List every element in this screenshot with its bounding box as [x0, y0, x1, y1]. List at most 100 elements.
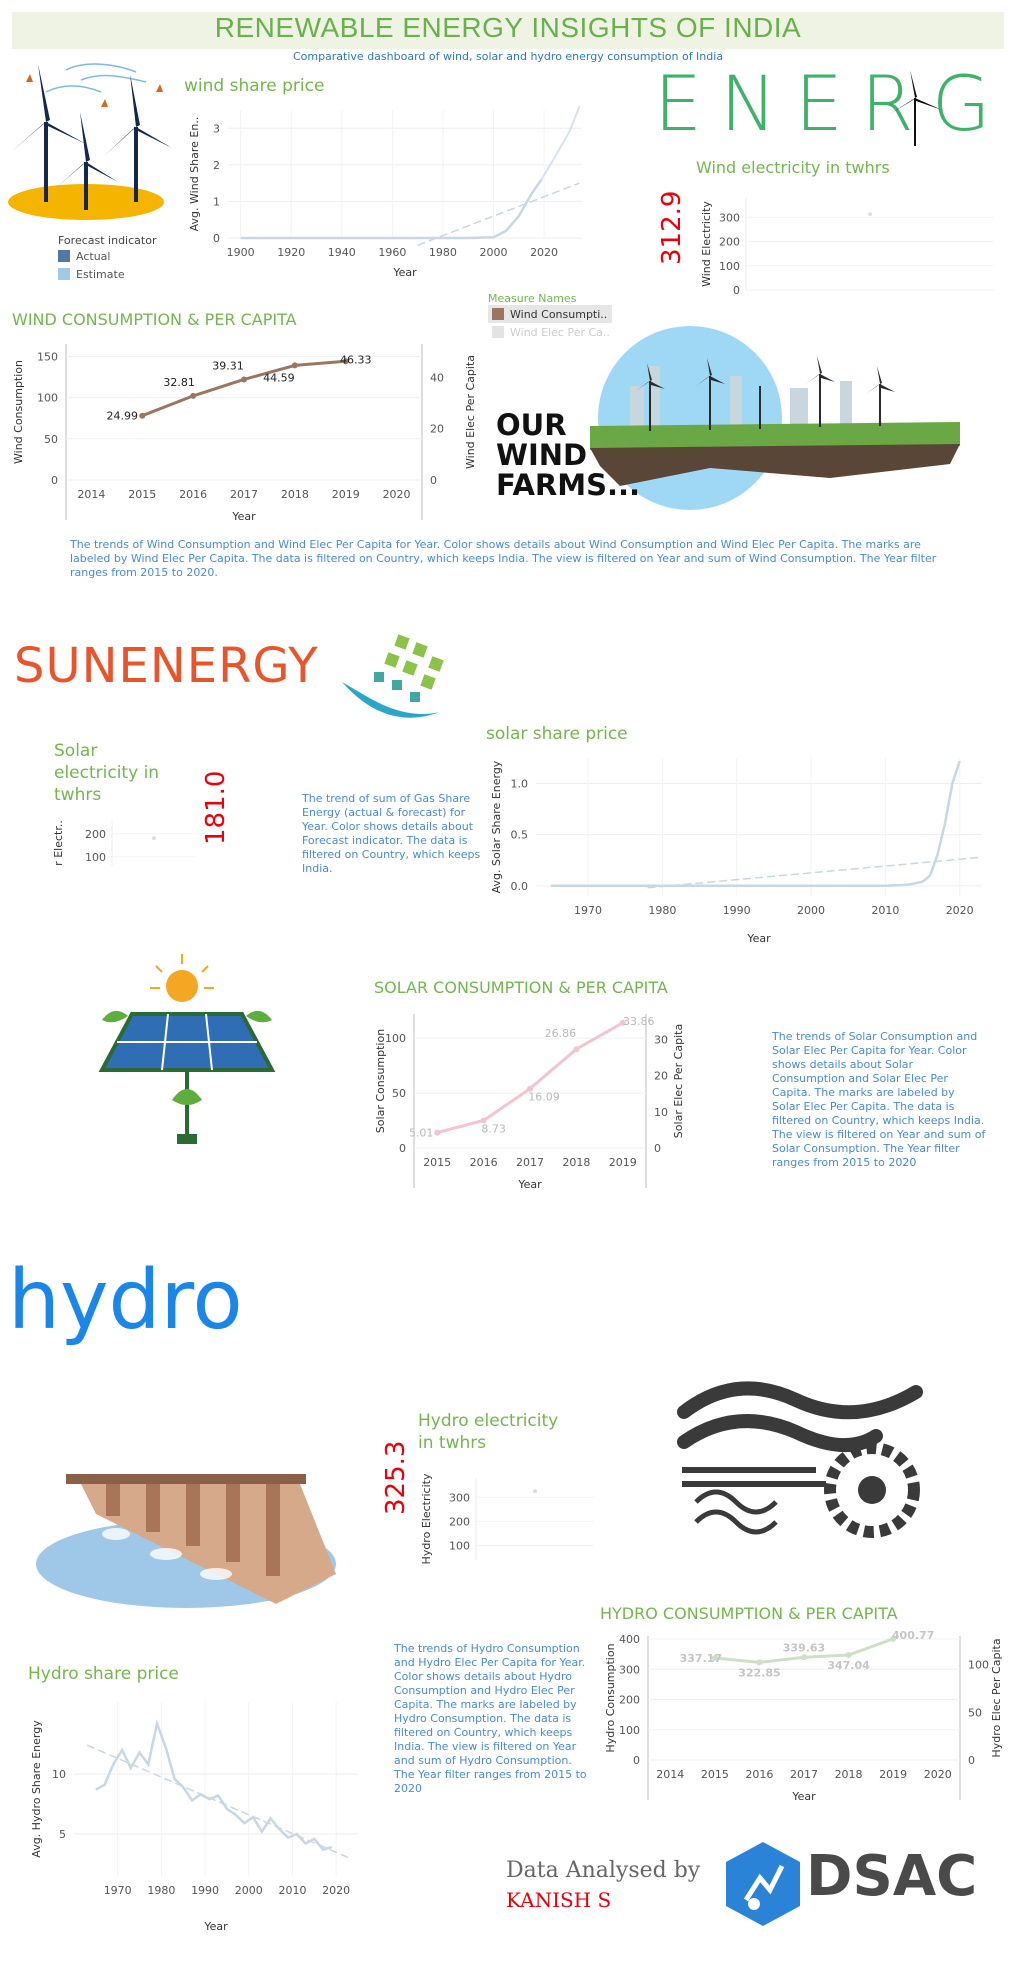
wind-per-capita-swatch: [492, 326, 504, 338]
y2-tick-label: 50: [968, 1706, 982, 1719]
dashboard-subtitle: Comparative dashboard of wind, solar and…: [292, 50, 724, 63]
x-tick-label: 1940: [328, 246, 356, 259]
x-tick-label: 2020: [946, 904, 974, 917]
x-tick-label: 1900: [227, 246, 255, 259]
consumption-point: [190, 392, 197, 399]
legend-item-actual[interactable]: Actual: [58, 247, 156, 265]
legend-item-estimate[interactable]: Estimate: [58, 265, 156, 283]
x-tick-label: 1970: [104, 1884, 132, 1897]
x-tick-label: 2016: [745, 1768, 773, 1781]
hydro-share-title: Hydro share price: [28, 1664, 179, 1684]
wind-description: The trends of Wind Consumption and Wind …: [70, 538, 937, 579]
x-tick-label: 1960: [378, 246, 406, 259]
hydro-share-chart: 5 10 1970 1980 1990 2000 2010 2020 Year Avg. Hydr…: [30, 1702, 358, 1933]
y-tick-label: 0: [213, 232, 220, 245]
hydro-elec-title: Hydro electricity in twhrs: [418, 1411, 559, 1453]
y-tick-label: 5: [59, 1828, 66, 1841]
x-tick-label: 2015: [128, 488, 156, 501]
author-name: KANISH S: [506, 1888, 612, 1912]
solar-panel-illustration: [98, 954, 276, 1144]
measure-legend: Measure Names Wind Consumpti.. Wind Elec…: [488, 292, 614, 341]
x-axis-title: Year: [203, 1920, 228, 1933]
hydro-elec-chart: 100 200 300 Hydro Electricity: [420, 1473, 594, 1564]
x-tick-label: 2018: [835, 1768, 863, 1781]
data-label: 339.63: [783, 1641, 825, 1654]
data-label: 400.77: [892, 1629, 934, 1642]
data-label: 33.86: [623, 1015, 655, 1028]
solar-elec-chart: 100 200 r Electr..: [52, 820, 196, 866]
actual-swatch: [58, 250, 70, 262]
value-point: [868, 212, 872, 217]
consumption-point: [139, 412, 146, 419]
dsac-logo-icon: [726, 1842, 800, 1926]
x-axis-title: Year: [231, 510, 256, 523]
energy-logo-text: ENERG: [654, 59, 1009, 148]
x-axis-title: Year: [746, 932, 771, 945]
x-tick-label: 2017: [790, 1768, 818, 1781]
solar-share-chart: 0.0 0.5 1.0 1970 1980 1990 2000 2010 2020 Year Avg…: [490, 758, 983, 945]
measure-legend-title: Measure Names: [488, 292, 577, 305]
x-tick-label: 1980: [648, 904, 676, 917]
wind-share-chart: 0 1 2 3 1900 1920 1940 1960 1980 2000 2020 Year Avg.…: [188, 105, 582, 279]
y-tick-label: 1.0: [511, 778, 529, 791]
y-tick-label: 100: [85, 851, 106, 864]
x-tick-label: 2019: [332, 488, 360, 501]
consumption-point: [342, 358, 349, 365]
solar-elec-value: 181.0: [201, 770, 231, 845]
solar-description: The trends of Solar Consumption and Sola…: [772, 1030, 986, 1169]
hydro-description: The trends of Hydro Consumption and Hydr…: [394, 1642, 587, 1795]
hydro-cons-chart: 0 100 200 300 400 0 50 100 2014 2015 2016 2017 2018 2…: [604, 1629, 1003, 1803]
consumption-point: [434, 1129, 441, 1136]
legend-item-wind-per-capita[interactable]: Wind Elec Per Ca..: [488, 323, 614, 341]
analysed-by-text: Data Analysed by: [506, 1858, 701, 1883]
y-tick-label: 200: [719, 236, 740, 249]
solar-share-description: The trend of sum of Gas Share Energy (ac…: [302, 792, 481, 875]
forecast-legend-title: Forecast indicator: [58, 234, 157, 247]
dashboard-title: RENEWABLE ENERGY INSIGHTS OF INDIA: [214, 12, 802, 43]
y-tick-label: 150: [37, 350, 58, 363]
y-tick-label: 50: [44, 433, 58, 446]
y-axis-title: Solar Consumption: [374, 1029, 387, 1133]
y2-tick-label: 20: [654, 1070, 668, 1083]
consumption-point: [756, 1659, 763, 1666]
y2-tick-label: 30: [654, 1033, 668, 1046]
data-label: 46.33: [340, 353, 372, 366]
hydro-cons-title: HYDRO CONSUMPTION & PER CAPITA: [600, 1604, 898, 1623]
x-tick-label: 1980: [429, 246, 457, 259]
y-axis-title: Hydro Consumption: [604, 1643, 617, 1752]
legend-item-wind-consumption[interactable]: Wind Consumpti..: [488, 305, 612, 323]
value-point: [152, 836, 156, 841]
y-tick-label: 100: [449, 1540, 470, 1553]
series-line-trend: [647, 856, 983, 889]
y2-tick-label: 20: [430, 423, 444, 436]
data-label: 39.31: [212, 359, 244, 372]
y2-tick-label: 10: [654, 1106, 668, 1119]
wind-elec-title: Wind electricity in twhrs: [696, 158, 890, 177]
series-line-actual: [550, 760, 961, 888]
y-axis-title: Wind Electricity: [700, 201, 713, 287]
consumption-point: [711, 1655, 718, 1662]
consumption-point: [573, 1046, 580, 1053]
y2-axis-title: Wind Elec Per Capita: [464, 355, 477, 469]
solar-share-title: solar share price: [486, 724, 628, 744]
y2-axis-title: Hydro Elec Per Capita: [990, 1638, 1003, 1757]
wind-cons-chart: 0 50 100 150 0 20 40 2014 2015 2016 2017 2018 2019 20…: [12, 344, 477, 523]
x-axis-title: Year: [392, 266, 417, 279]
sunenergy-logo-text: SUNENERGY: [14, 638, 319, 694]
y-tick-label: 0: [51, 474, 58, 487]
y-tick-label: 400: [619, 1633, 640, 1646]
y2-axis-title: Solar Elec Per Capita: [672, 1024, 685, 1138]
x-tick-label: 2018: [281, 488, 309, 501]
y-axis-title: Wind Consumption: [12, 360, 25, 464]
wind-farms-text: OUR WIND FARMS...: [496, 408, 641, 502]
solar-elec-title: Solar electricity in twhrs: [54, 741, 160, 805]
series-line-estimate: [540, 105, 581, 181]
y-tick-label: 0: [733, 284, 740, 297]
y-tick-label: 50: [392, 1087, 406, 1100]
dsac-brand-text: DSAC: [806, 1844, 978, 1909]
data-label: 44.59: [263, 371, 295, 384]
x-tick-label: 2015: [701, 1768, 729, 1781]
y-tick-label: 300: [619, 1663, 640, 1676]
hydro-turbine-icon: [677, 1381, 923, 1538]
x-tick-label: 2018: [562, 1156, 590, 1169]
